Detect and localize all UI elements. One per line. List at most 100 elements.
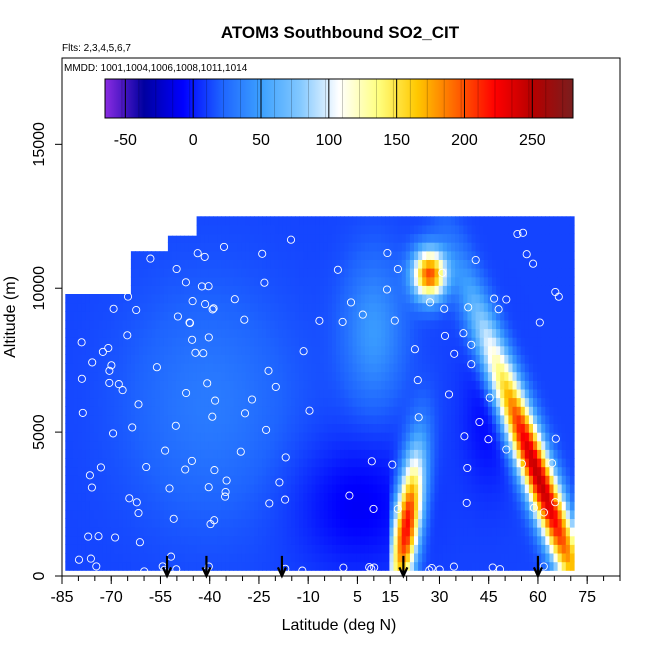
heatmap-cell <box>262 535 267 545</box>
sample-point <box>132 498 141 507</box>
heatmap-cell <box>221 406 226 416</box>
heatmap-cell <box>139 380 144 390</box>
heatmap-cell <box>180 449 185 459</box>
heatmap-cell <box>500 285 505 295</box>
heatmap-cell <box>180 483 185 494</box>
heatmap-cell <box>414 224 419 235</box>
heatmap-cell <box>340 561 345 571</box>
heatmap-cell <box>106 527 111 537</box>
heatmap-cell <box>496 380 501 390</box>
heatmap-cell <box>106 406 111 416</box>
heatmap-cell <box>65 432 70 442</box>
heatmap-cell <box>537 501 542 511</box>
heatmap-cell <box>290 337 296 347</box>
heatmap-cell <box>487 544 493 554</box>
heatmap-cell <box>512 319 518 330</box>
heatmap-cell <box>172 268 177 278</box>
heatmap-cell <box>344 423 349 433</box>
heatmap-cell <box>512 294 518 304</box>
heatmap-cell <box>377 449 382 459</box>
heatmap-cell <box>274 371 280 381</box>
heatmap-cell <box>397 259 403 269</box>
heatmap-cell <box>221 259 226 269</box>
heatmap-cell <box>290 363 296 373</box>
heatmap-cell <box>274 432 280 442</box>
heatmap-cell <box>81 380 87 390</box>
heatmap-cell <box>516 518 522 528</box>
heatmap-cell <box>192 302 198 312</box>
heatmap-cell <box>492 440 497 450</box>
heatmap-cell <box>307 388 313 399</box>
heatmap-cell <box>471 466 477 476</box>
heatmap-cell <box>479 345 485 355</box>
heatmap-cell <box>217 458 222 468</box>
heatmap-cell <box>348 328 354 338</box>
heatmap-cell <box>200 233 206 243</box>
heatmap-cell <box>508 224 514 235</box>
heatmap-cell <box>512 285 518 295</box>
heatmap-cell <box>135 553 140 563</box>
heatmap-cell <box>151 319 157 330</box>
heatmap-cell <box>438 466 444 476</box>
heatmap-cell <box>295 371 300 381</box>
heatmap-cell <box>315 509 321 519</box>
heatmap-cell <box>569 466 575 476</box>
heatmap-cell <box>319 328 325 338</box>
heatmap-cell <box>217 319 222 330</box>
heatmap-cell <box>237 294 243 304</box>
heatmap-cell <box>139 345 144 355</box>
heatmap-cell <box>565 518 571 528</box>
heatmap-cell <box>73 345 79 355</box>
heatmap-cell <box>245 268 251 278</box>
heatmap-cell <box>245 319 251 330</box>
heatmap-cell <box>487 380 493 390</box>
heatmap-cell <box>114 380 120 390</box>
heatmap-cell <box>221 475 226 485</box>
heatmap-cell <box>225 250 230 260</box>
heatmap-cell <box>303 509 308 519</box>
heatmap-cell <box>336 311 341 321</box>
heatmap-cell <box>332 518 337 528</box>
sample-point <box>123 292 133 301</box>
heatmap-cell <box>504 354 509 364</box>
heatmap-cell <box>98 509 103 519</box>
heatmap-cell <box>213 233 218 243</box>
heatmap-cell <box>135 319 140 330</box>
heatmap-cell <box>500 535 505 545</box>
heatmap-cell <box>295 518 300 528</box>
heatmap-cell <box>483 501 489 511</box>
heatmap-cell <box>512 518 518 528</box>
heatmap-cell <box>389 276 395 286</box>
heatmap-cell <box>139 527 144 537</box>
heatmap-cell <box>135 492 140 502</box>
heatmap-cell <box>393 276 399 286</box>
heatmap-cell <box>479 483 485 494</box>
heatmap-cell <box>311 216 317 226</box>
heatmap-cell <box>459 544 464 554</box>
heatmap-cell <box>319 371 325 381</box>
heatmap-cell <box>401 216 407 226</box>
heatmap-cell <box>327 224 333 235</box>
heatmap-cell <box>405 380 411 390</box>
heatmap-cell <box>151 475 157 485</box>
heatmap-cell <box>254 423 259 433</box>
heatmap-cell <box>516 553 522 563</box>
heatmap-cell <box>561 414 567 424</box>
heatmap-cell <box>155 285 161 295</box>
heatmap-cell <box>541 345 546 355</box>
heatmap-cell <box>118 492 124 502</box>
heatmap-cell <box>89 302 95 312</box>
heatmap-cell <box>569 406 575 416</box>
heatmap-cell <box>520 233 526 243</box>
heatmap-cell <box>508 250 514 260</box>
heatmap-cell <box>545 268 550 278</box>
heatmap-cell <box>188 371 194 381</box>
heatmap-cell <box>188 319 194 330</box>
heatmap-cell <box>455 380 460 390</box>
heatmap-cell <box>463 475 468 485</box>
heatmap-cell <box>139 466 144 476</box>
heatmap-cell <box>270 544 276 554</box>
heatmap-cell <box>151 553 157 563</box>
heatmap-cell <box>533 535 538 545</box>
heatmap-cell <box>290 224 296 235</box>
